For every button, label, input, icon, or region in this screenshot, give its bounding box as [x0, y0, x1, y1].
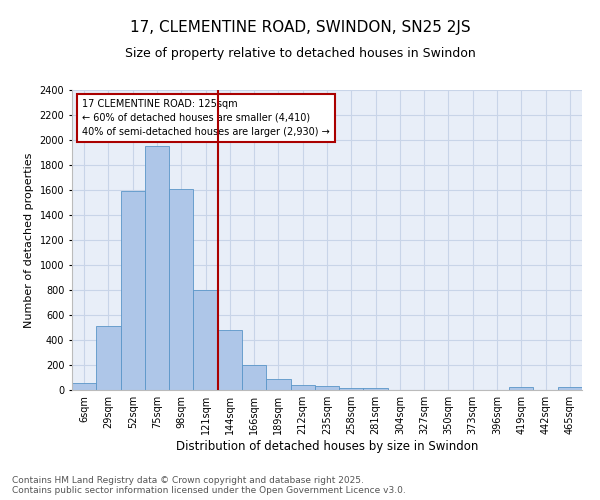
Y-axis label: Number of detached properties: Number of detached properties	[24, 152, 34, 328]
Bar	[339, 388, 364, 390]
Bar	[218, 330, 242, 390]
Bar	[96, 326, 121, 390]
X-axis label: Distribution of detached houses by size in Swindon: Distribution of detached houses by size …	[176, 440, 478, 453]
Text: 17, CLEMENTINE ROAD, SWINDON, SN25 2JS: 17, CLEMENTINE ROAD, SWINDON, SN25 2JS	[130, 20, 470, 35]
Bar	[169, 188, 193, 390]
Bar	[266, 379, 290, 390]
Bar	[364, 388, 388, 390]
Bar	[509, 387, 533, 390]
Bar	[193, 290, 218, 390]
Bar	[72, 383, 96, 390]
Bar	[145, 146, 169, 390]
Text: 17 CLEMENTINE ROAD: 125sqm
← 60% of detached houses are smaller (4,410)
40% of s: 17 CLEMENTINE ROAD: 125sqm ← 60% of deta…	[82, 99, 330, 137]
Bar	[315, 386, 339, 390]
Bar	[121, 191, 145, 390]
Text: Size of property relative to detached houses in Swindon: Size of property relative to detached ho…	[125, 48, 475, 60]
Bar	[242, 365, 266, 390]
Bar	[290, 385, 315, 390]
Bar	[558, 387, 582, 390]
Text: Contains HM Land Registry data © Crown copyright and database right 2025.
Contai: Contains HM Land Registry data © Crown c…	[12, 476, 406, 495]
